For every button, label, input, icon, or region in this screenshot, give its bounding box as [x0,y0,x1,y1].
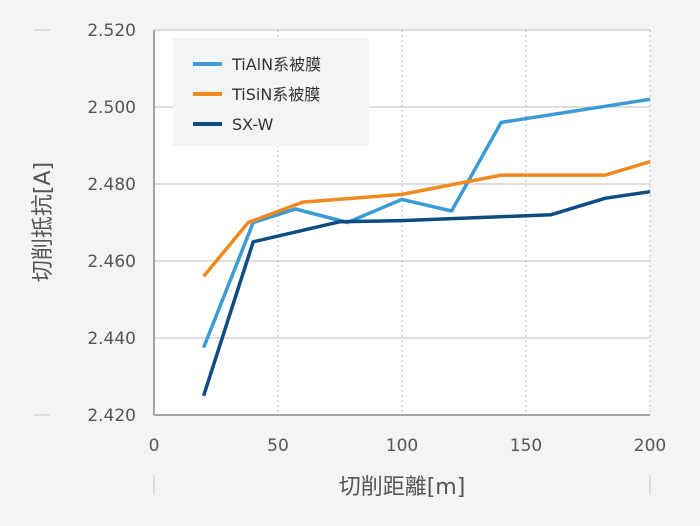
x-axis-title: 切削距離[m] [339,475,466,500]
y-tick-label: 2.460 [87,252,136,272]
x-tick-label: 100 [386,436,418,456]
y-tick-label: 2.520 [87,21,136,41]
y-tick-label: 2.480 [87,175,136,195]
x-tick-label: 200 [634,436,666,456]
x-tick-label: 150 [510,436,542,456]
series-line-2 [201,189,651,397]
tick-labels: 2.420 2.440 2.460 2.480 2.500 2.520 0 50 100 150 2… [87,21,666,456]
axes [34,29,651,495]
legend-label-sxw: SX-W [232,115,273,134]
legend-label-tialn: TiAlN系被膜 [231,55,321,74]
legend: TiAlN系被膜 TiSiN系被膜 SX-W [173,38,369,146]
series-line-0 [201,97,651,349]
legend-label-tisin: TiSiN系被膜 [231,85,320,104]
y-tick-label: 2.500 [87,98,136,118]
y-tick-label: 2.420 [87,406,136,426]
y-axis-title: 切削抵抗[A] [31,162,56,282]
x-tick-label: 0 [149,436,160,456]
x-tick-label: 50 [267,436,289,456]
series-lines [201,97,651,397]
y-tick-label: 2.440 [87,329,136,349]
series-line-1 [202,160,651,278]
